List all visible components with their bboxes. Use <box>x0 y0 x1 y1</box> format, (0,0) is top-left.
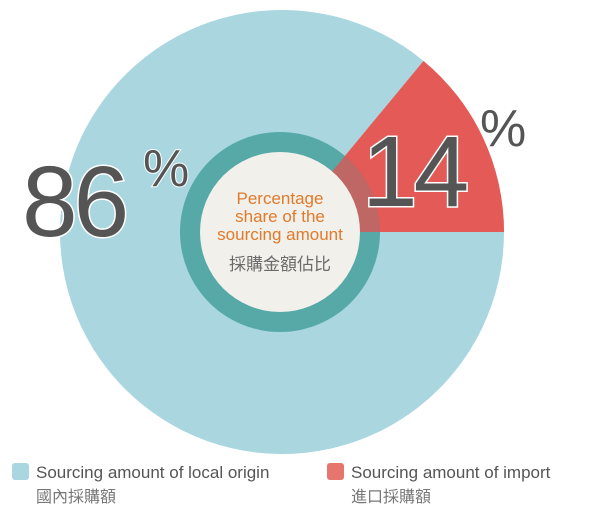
legend-swatch <box>12 463 29 480</box>
value-label: 14 <box>362 116 467 228</box>
value-suffix: % <box>143 140 189 198</box>
legend-label-zh: 進口採購額 <box>351 488 431 506</box>
legend-swatch <box>327 463 344 480</box>
legend-label: Sourcing amount of local origin <box>36 463 269 482</box>
value-suffix: % <box>480 100 526 158</box>
center-title: share of the <box>235 207 325 226</box>
center-title: Percentage <box>237 189 324 208</box>
value-label: 86 <box>22 146 126 258</box>
center-disc <box>200 152 360 312</box>
legend-label-zh: 國內採購額 <box>36 488 116 506</box>
center-title: sourcing amount <box>217 225 343 244</box>
legend-label: Sourcing amount of import <box>351 463 551 482</box>
center-subtitle: 採購金額佔比 <box>229 255 331 274</box>
